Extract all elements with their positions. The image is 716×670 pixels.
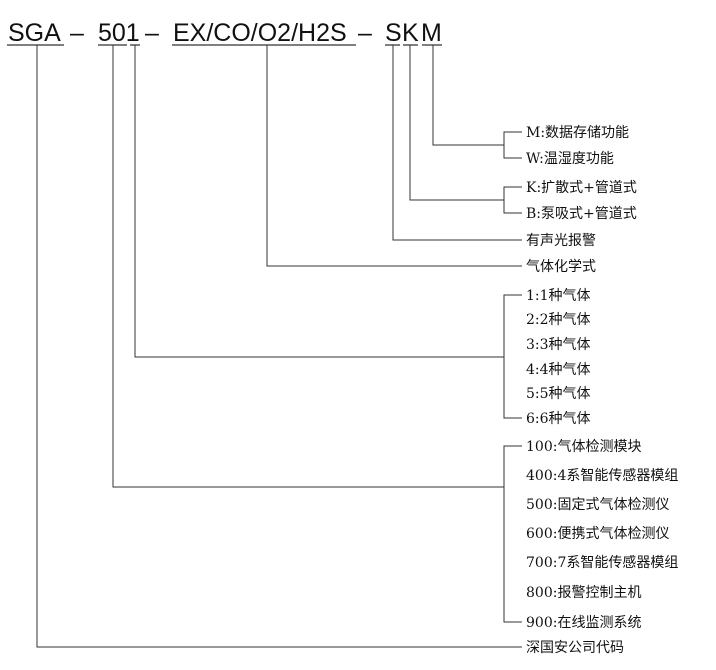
label-model: 800:报警控制主机 (526, 585, 641, 601)
label-gas-count: 5:5种气体 (526, 386, 591, 402)
model-code-header: SGA – 501 – EX/CO/O2/H2S – S K M (8, 19, 442, 47)
code-gas-formula: EX/CO/O2/H2S (173, 19, 347, 47)
separator: – (70, 19, 84, 47)
label-model: 500:固定式气体检测仪 (526, 497, 669, 513)
code-sga: SGA (8, 19, 61, 47)
label-b: B:泵吸式+管道式 (526, 206, 637, 222)
label-company: 深国安公司代码 (526, 640, 624, 656)
label-gas-count: 3:3种气体 (526, 337, 591, 353)
label-s: 有声光报警 (526, 233, 596, 249)
label-m: M:数据存储功能 (526, 125, 629, 141)
connector-lines (36, 45, 522, 648)
label-formula: 气体化学式 (526, 259, 596, 275)
code-501: 501 (98, 19, 140, 47)
label-gas-count: 4:4种气体 (526, 362, 591, 378)
label-model: 400:4系智能传感器模组 (526, 467, 678, 484)
label-model: 600:便携式气体检测仪 (526, 526, 669, 542)
separator: – (145, 19, 159, 47)
separator: – (358, 19, 372, 47)
label-gas-count: 1:1种气体 (526, 288, 591, 304)
code-s: S (385, 19, 402, 47)
label-gas-count: 6:6种气体 (526, 411, 591, 427)
label-k: K:扩散式+管道式 (526, 180, 637, 196)
label-model: 100:气体检测模块 (526, 439, 641, 455)
code-m: M (421, 19, 442, 47)
option-labels: M:数据存储功能 W:温湿度功能 K:扩散式+管道式 B:泵吸式+管道式 有声光… (526, 125, 678, 656)
label-model: 700:7系智能传感器模组 (526, 554, 678, 571)
label-model: 900:在线监测系统 (526, 615, 641, 631)
code-k: K (402, 19, 419, 47)
label-w: W:温湿度功能 (526, 151, 614, 167)
label-gas-count: 2:2种气体 (526, 312, 591, 328)
